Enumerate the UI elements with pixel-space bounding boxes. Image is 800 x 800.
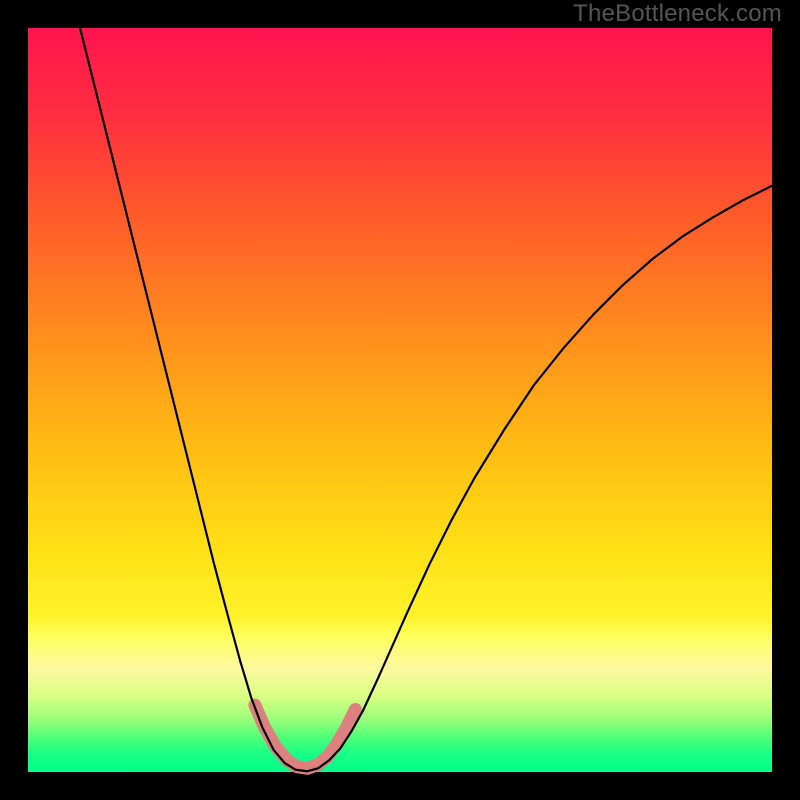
bottleneck-curve-chart [0, 0, 800, 800]
watermark-text: TheBottleneck.com [573, 0, 782, 28]
plot-background [28, 28, 772, 772]
chart-frame: TheBottleneck.com [0, 0, 800, 800]
